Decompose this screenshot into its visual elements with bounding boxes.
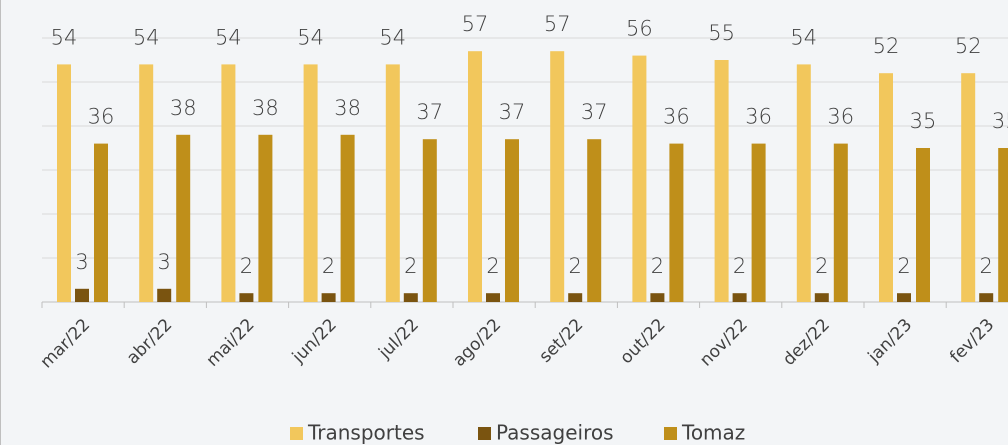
legend-label: Transportes (307, 421, 425, 445)
bar (385, 64, 400, 303)
value-label: 55 (708, 21, 735, 45)
bar (321, 293, 336, 302)
legend-label: Tomaz (681, 421, 745, 445)
value-label: 54 (133, 25, 160, 49)
bar (814, 293, 829, 302)
bar (57, 64, 71, 303)
bar (75, 288, 89, 302)
value-label: 54 (215, 25, 242, 49)
bar (239, 293, 254, 302)
value-label: 57 (544, 12, 571, 36)
value-label: 38 (334, 96, 361, 120)
value-label: 36 (827, 105, 854, 129)
value-label: 35 (992, 109, 1008, 133)
value-label: 3 (158, 250, 171, 274)
value-label: 2 (980, 254, 993, 278)
bar (221, 64, 236, 303)
bar (916, 148, 930, 302)
bar (422, 139, 437, 302)
bar (879, 73, 893, 302)
bar (998, 148, 1008, 302)
bar (833, 143, 848, 302)
bar (403, 293, 418, 302)
value-label: 38 (170, 96, 197, 120)
bar (961, 73, 976, 302)
value-label: 2 (404, 254, 417, 278)
value-label: 2 (733, 254, 746, 278)
legend-swatch (290, 427, 303, 440)
value-label: 37 (581, 100, 608, 124)
bar (650, 293, 665, 302)
value-label: 38 (252, 96, 279, 120)
value-label: 2 (651, 254, 664, 278)
value-label: 54 (790, 25, 817, 49)
value-label: 2 (897, 254, 910, 278)
bar (139, 64, 154, 303)
value-label: 37 (499, 100, 526, 124)
value-label: 36 (663, 105, 690, 129)
bar (732, 293, 747, 302)
value-label: 2 (322, 254, 335, 278)
value-label: 57 (462, 12, 489, 36)
value-label: 2 (569, 254, 582, 278)
bar (796, 64, 811, 303)
bar (568, 293, 583, 302)
bar (340, 134, 355, 302)
value-label: 52 (873, 34, 900, 58)
bar (587, 139, 602, 302)
value-label: 3 (75, 250, 88, 274)
bar (94, 143, 108, 302)
value-label: 54 (51, 25, 78, 49)
legend-swatch (664, 427, 677, 440)
value-label: 2 (815, 254, 828, 278)
bar (714, 60, 729, 302)
bar (632, 55, 647, 302)
value-label: 56 (626, 17, 653, 41)
bar (751, 143, 766, 302)
value-label: 2 (240, 254, 253, 278)
bar (303, 64, 318, 303)
value-label: 52 (955, 34, 982, 58)
bar (258, 134, 273, 302)
bar (176, 134, 191, 302)
value-label: 54 (297, 25, 324, 49)
bar (979, 293, 994, 302)
value-label: 54 (379, 25, 406, 49)
value-label: 36 (88, 105, 115, 129)
bar (157, 288, 172, 302)
value-label: 37 (416, 100, 443, 124)
bar (550, 51, 565, 303)
bar (486, 293, 500, 302)
bar (505, 139, 519, 302)
bar (897, 293, 911, 302)
value-label: 36 (745, 105, 772, 129)
value-label: 2 (486, 254, 499, 278)
legend-label: Passageiros (496, 421, 614, 445)
legend-swatch (478, 427, 491, 440)
bar (669, 143, 684, 302)
bar (468, 51, 482, 303)
value-label: 35 (910, 109, 937, 133)
